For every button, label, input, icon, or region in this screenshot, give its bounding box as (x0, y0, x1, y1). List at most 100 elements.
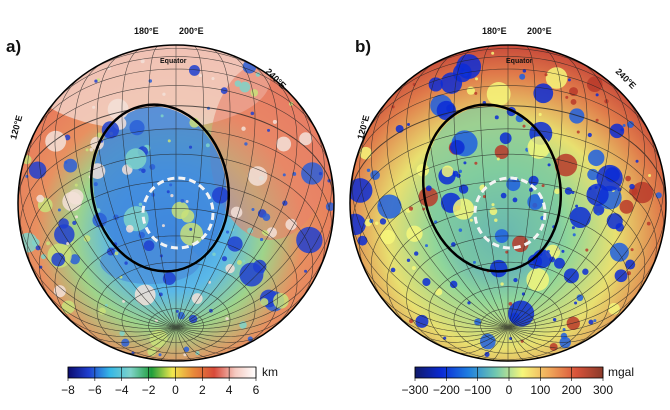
crater (101, 121, 120, 139)
crater (166, 190, 170, 194)
crater (119, 330, 125, 336)
crater (538, 112, 542, 117)
crater (474, 161, 478, 165)
crater (505, 250, 509, 254)
crater (619, 199, 634, 214)
crater (272, 119, 277, 124)
basin-ellipse (421, 103, 563, 273)
meridian-line (175, 54, 256, 328)
meridian-line (507, 54, 588, 328)
crater (244, 142, 248, 146)
crater (180, 199, 185, 203)
parallel-line (453, 286, 563, 354)
meridian-line (406, 62, 509, 328)
crater (241, 126, 246, 131)
meridian-line (54, 76, 177, 328)
crater (177, 311, 185, 320)
crater (491, 203, 495, 207)
crater (428, 77, 443, 92)
meridian-line (175, 312, 290, 338)
crater (635, 159, 639, 163)
crater (377, 194, 402, 219)
equator-label: Equator (506, 58, 533, 65)
crater (575, 204, 579, 208)
crater (169, 183, 173, 187)
meridian-line (415, 327, 509, 343)
crater (569, 108, 585, 124)
globe-outline (17, 44, 335, 362)
colorbar-tick-label: 100 (530, 383, 550, 397)
colorbar-tick-label: −8 (61, 383, 75, 397)
crater (58, 218, 69, 229)
crater (595, 118, 599, 122)
crater (183, 346, 190, 353)
parallel-line (74, 235, 278, 357)
meridian-line (18, 207, 177, 328)
crater (522, 124, 526, 128)
meridian-line (175, 249, 328, 329)
longitude-label-200: 200°E (179, 26, 204, 36)
crater (585, 248, 589, 252)
crater (247, 227, 254, 234)
meridian-line (96, 54, 177, 328)
crater (36, 194, 45, 203)
crater (212, 252, 216, 257)
parallel-line (85, 48, 267, 74)
crater (69, 254, 80, 265)
crater (205, 143, 210, 148)
parallel-line (370, 180, 646, 303)
crater (74, 215, 78, 219)
crater (554, 153, 578, 177)
meridian-line (352, 160, 509, 328)
meridian-line (350, 207, 509, 328)
crater (472, 260, 476, 264)
crater (547, 163, 551, 167)
crater (451, 242, 456, 247)
meridian-line (370, 95, 509, 328)
crater (198, 73, 202, 78)
parallel-line (54, 56, 298, 102)
colorbar-tick-label: 0 (172, 383, 179, 397)
crater (569, 206, 591, 229)
crater (625, 175, 631, 182)
meridian-line (83, 327, 177, 343)
crater (134, 284, 156, 306)
crater (494, 218, 498, 222)
meridian-line (175, 327, 193, 361)
crater (593, 204, 605, 216)
crater (318, 172, 323, 176)
colorbar-tick-label: −6 (88, 383, 102, 397)
parallel-line (428, 261, 588, 360)
crater (262, 213, 271, 222)
panel-label: a) (6, 37, 21, 56)
crater (226, 230, 230, 234)
crater (72, 220, 77, 226)
crater (35, 245, 41, 251)
crater (424, 244, 429, 248)
equator-line (18, 105, 334, 204)
parallel-line (34, 68, 318, 133)
longitude-label-240: 240°E (614, 66, 638, 90)
crater (51, 252, 66, 267)
crater (587, 132, 592, 138)
meridian-line (175, 202, 334, 328)
meridian-line (507, 327, 579, 349)
colorbar-unit: mgal (608, 365, 634, 379)
crater (304, 269, 308, 273)
crater (499, 132, 512, 145)
crater (172, 308, 176, 312)
crater (544, 73, 548, 77)
meridian-line (372, 283, 509, 333)
crater (469, 218, 473, 222)
crater (125, 224, 134, 233)
crater (359, 146, 373, 160)
meridian-line (123, 327, 177, 354)
crater (512, 197, 518, 203)
crater (593, 319, 597, 323)
crater (500, 282, 504, 286)
crater (158, 353, 162, 357)
crater (527, 194, 544, 210)
meridian-line (507, 327, 601, 343)
crater (54, 224, 75, 245)
meridian-line (455, 327, 509, 354)
